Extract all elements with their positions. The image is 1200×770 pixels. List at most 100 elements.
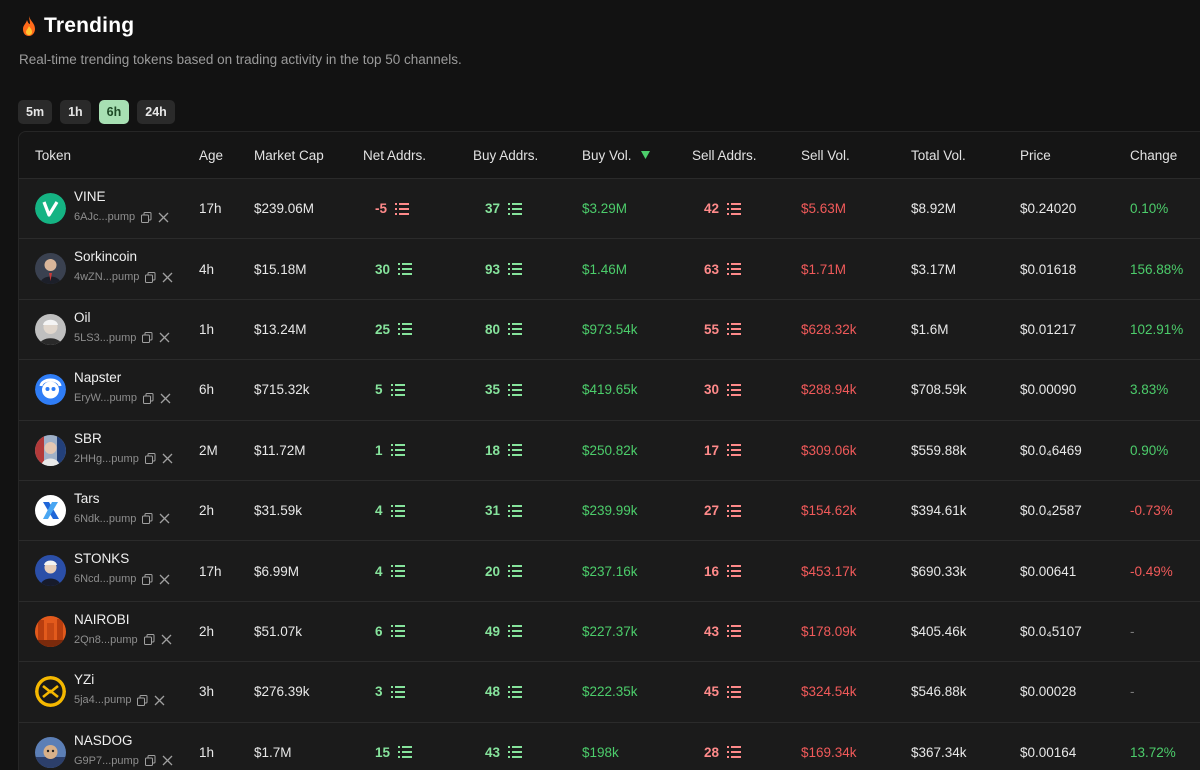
token-logo[interactable] <box>35 374 66 406</box>
col-change[interactable]: Change <box>1130 147 1178 163</box>
list-icon[interactable] <box>508 444 523 457</box>
token-logo[interactable] <box>35 434 66 466</box>
token-address-text: 2Qn8...pump <box>74 633 138 646</box>
x-logo-icon[interactable] <box>159 332 170 343</box>
table-row[interactable]: Oil 5LS3...pump 1h $13.24M 25 80 $973.54… <box>19 300 1200 361</box>
table-row[interactable]: STONKS 6Ncd...pump 17h $6.99M 4 20 $237.… <box>19 541 1200 602</box>
x-logo-icon[interactable] <box>159 513 170 524</box>
token-logo[interactable] <box>35 736 66 768</box>
list-icon[interactable] <box>398 263 413 276</box>
timeframe-button-5m[interactable]: 5m <box>18 100 53 124</box>
list-icon[interactable] <box>390 504 405 517</box>
col-sell-addrs[interactable]: Sell Addrs. <box>692 147 757 163</box>
timeframe-button-6h[interactable]: 6h <box>98 100 130 124</box>
list-icon[interactable] <box>390 685 405 698</box>
list-icon[interactable] <box>395 202 410 215</box>
token-logo[interactable] <box>35 676 66 708</box>
buy-addrs-cell: 18 <box>485 421 523 480</box>
token-name[interactable]: NAIROBI <box>74 611 130 627</box>
x-logo-icon[interactable] <box>158 212 169 223</box>
col-market-cap[interactable]: Market Cap <box>254 147 324 163</box>
list-icon[interactable] <box>508 746 523 759</box>
x-logo-icon[interactable] <box>160 393 171 404</box>
copy-icon[interactable] <box>142 573 153 585</box>
table-row[interactable]: VINE 6AJc...pump 17h $239.06M -5 37 $3.2… <box>19 179 1200 240</box>
list-icon[interactable] <box>508 504 523 517</box>
col-sell-vol[interactable]: Sell Vol. <box>801 147 850 163</box>
list-icon[interactable] <box>727 383 742 396</box>
token-name[interactable]: Napster <box>74 370 122 386</box>
list-icon[interactable] <box>727 323 742 336</box>
table-row[interactable]: NASDOG G9P7...pump 1h $1.7M 15 43 $198k … <box>19 723 1200 770</box>
token-name[interactable]: STONKS <box>74 551 130 567</box>
token-name[interactable]: SBR <box>74 430 102 446</box>
token-name[interactable]: YZi <box>74 672 95 688</box>
list-icon[interactable] <box>508 625 523 638</box>
token-name[interactable]: VINE <box>74 189 106 204</box>
x-logo-icon[interactable] <box>162 755 173 766</box>
list-icon[interactable] <box>508 685 523 698</box>
token-logo[interactable] <box>35 615 66 647</box>
x-logo-icon[interactable] <box>161 634 172 645</box>
list-icon[interactable] <box>727 565 742 578</box>
x-logo-icon[interactable] <box>159 574 170 585</box>
x-logo-icon[interactable] <box>154 695 165 706</box>
col-buy-addrs[interactable]: Buy Addrs. <box>473 147 539 163</box>
table-row[interactable]: YZi 5ja4...pump 3h $276.39k 3 48 $222.35… <box>19 662 1200 723</box>
x-logo-icon[interactable] <box>162 272 173 283</box>
token-name[interactable]: Oil <box>74 309 91 325</box>
list-icon[interactable] <box>508 383 523 396</box>
list-icon[interactable] <box>727 746 742 759</box>
list-icon[interactable] <box>727 625 742 638</box>
copy-icon[interactable] <box>142 513 153 525</box>
net-addrs-value: 1 <box>375 442 383 458</box>
list-icon[interactable] <box>390 444 405 457</box>
list-icon[interactable] <box>390 383 405 396</box>
token-logo[interactable] <box>35 193 66 224</box>
list-icon[interactable] <box>398 323 413 336</box>
list-icon[interactable] <box>508 323 523 336</box>
copy-icon[interactable] <box>142 332 153 344</box>
list-icon[interactable] <box>727 202 742 215</box>
copy-icon[interactable] <box>141 211 152 223</box>
list-icon[interactable] <box>727 263 742 276</box>
copy-icon[interactable] <box>142 392 154 404</box>
col-price[interactable]: Price <box>1020 147 1051 163</box>
table-row[interactable]: Sorkincoin 4wZN...pump 4h $15.18M 30 93 … <box>19 239 1200 300</box>
total-vol-value: $690.33k <box>911 563 967 579</box>
list-icon[interactable] <box>727 444 742 457</box>
list-icon[interactable] <box>508 263 523 276</box>
table-row[interactable]: SBR 2HHg...pump 2M $11.72M 1 18 $250.82k… <box>19 421 1200 481</box>
list-icon[interactable] <box>508 202 523 215</box>
token-logo[interactable] <box>35 253 66 285</box>
timeframe-button-1h[interactable]: 1h <box>60 100 91 124</box>
copy-icon[interactable] <box>144 453 156 465</box>
list-icon[interactable] <box>508 565 523 578</box>
x-logo-icon[interactable] <box>162 453 173 464</box>
copy-icon[interactable] <box>144 755 156 767</box>
token-logo[interactable] <box>35 555 66 587</box>
token-name[interactable]: Sorkincoin <box>74 249 138 265</box>
col-net-addrs[interactable]: Net Addrs. <box>363 147 427 163</box>
copy-icon[interactable] <box>145 271 156 283</box>
col-buy-vol[interactable]: Buy Vol. <box>582 132 650 178</box>
col-total-vol[interactable]: Total Vol. <box>911 147 966 163</box>
list-icon[interactable] <box>727 685 742 698</box>
list-icon[interactable] <box>390 565 405 578</box>
copy-icon[interactable] <box>137 694 148 706</box>
table-row[interactable]: NAIROBI 2Qn8...pump 2h $51.07k 6 49 $227… <box>19 602 1200 663</box>
col-age[interactable]: Age <box>199 147 224 163</box>
copy-icon[interactable] <box>143 634 155 646</box>
col-token[interactable]: Token <box>35 147 72 163</box>
list-icon[interactable] <box>398 746 413 759</box>
total-vol-value: $367.34k <box>911 744 967 760</box>
table-row[interactable]: Tars 6Ndk...pump 2h $31.59k 4 31 $239.99… <box>19 481 1200 542</box>
token-logo[interactable] <box>35 494 66 526</box>
token-logo[interactable] <box>35 313 66 345</box>
table-row[interactable]: Napster EryW...pump 6h $715.32k 5 35 $41… <box>19 360 1200 421</box>
token-name[interactable]: NASDOG <box>74 732 133 748</box>
list-icon[interactable] <box>390 625 405 638</box>
list-icon[interactable] <box>727 504 742 517</box>
token-name[interactable]: Tars <box>74 490 100 506</box>
timeframe-button-24h[interactable]: 24h <box>137 100 175 124</box>
